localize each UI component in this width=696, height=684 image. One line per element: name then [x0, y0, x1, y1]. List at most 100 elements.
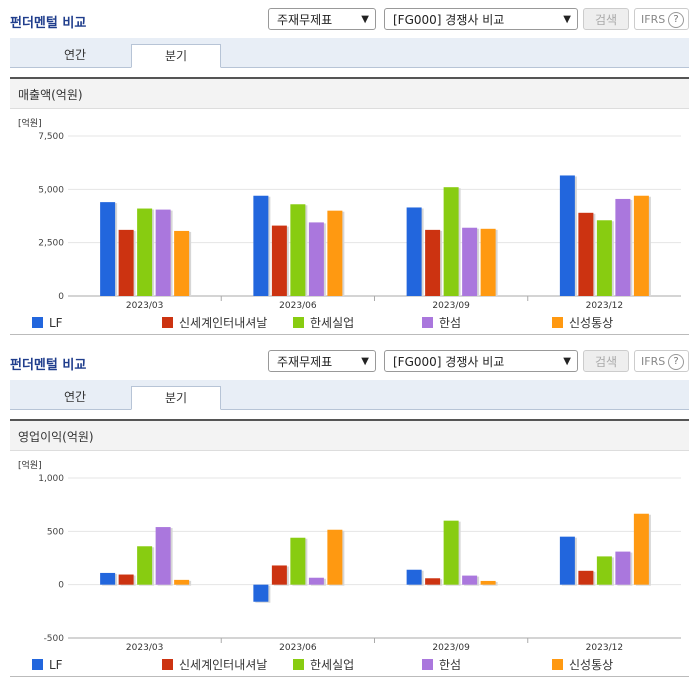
x-tick-label: 2023/12 — [586, 643, 623, 653]
legend-swatch — [422, 316, 433, 328]
statement-type-select[interactable]: 주재무제표 ▼ — [268, 8, 376, 30]
bar — [100, 572, 116, 585]
ifrs-help-button[interactable]: IFRS ? — [634, 8, 689, 30]
bar — [100, 202, 116, 296]
chevron-down-icon: ▼ — [563, 14, 571, 25]
bar — [155, 209, 171, 296]
chevron-down-icon: ▼ — [361, 356, 369, 367]
divider — [10, 676, 689, 677]
legend-item[interactable]: 신성통상 — [552, 313, 613, 333]
legend-item[interactable]: 한세실업 — [293, 313, 354, 333]
bar — [253, 195, 269, 296]
legend-item[interactable]: 한섬 — [422, 313, 461, 333]
comparison-group-value: [FG000] 경쟁사 비교 — [393, 355, 505, 369]
bar — [480, 580, 496, 585]
y-tick-label: 0 — [58, 581, 64, 591]
legend-label: 한섬 — [439, 316, 462, 330]
tab-annual[interactable]: 연간 — [63, 390, 87, 404]
legend-label: 신세계인터내셔날 — [179, 316, 268, 330]
legend-label: 한세실업 — [310, 658, 355, 672]
section-title: 펀더멘털 비교 — [10, 358, 87, 373]
comparison-group-select[interactable]: [FG000] 경쟁사 비교 ▼ — [384, 8, 578, 30]
bar — [155, 527, 171, 585]
divider — [10, 419, 689, 421]
legend-label: 신성통상 — [569, 316, 614, 330]
legend-item[interactable]: 신성통상 — [552, 655, 613, 675]
search-button[interactable]: 검색 — [583, 8, 629, 30]
bar — [615, 551, 631, 585]
x-tick-label: 2023/03 — [126, 643, 163, 653]
tab-annual[interactable]: 연간 — [63, 48, 87, 62]
bar — [443, 187, 459, 296]
chart-legend: LF 신세계인터내셔날 한세실업 한섬 신성통상 — [10, 655, 689, 675]
tab-quarterly[interactable]: 분기 — [131, 44, 221, 68]
bar — [443, 520, 459, 585]
statement-type-select[interactable]: 주재무제표 ▼ — [268, 350, 376, 372]
comparison-group-select[interactable]: [FG000] 경쟁사 비교 ▼ — [384, 350, 578, 372]
legend-item[interactable]: 신세계인터내셔날 — [162, 655, 267, 675]
bar — [578, 212, 594, 296]
legend-label: 신성통상 — [569, 658, 614, 672]
chart-subheader: 매출액(억원) — [10, 79, 689, 109]
y-tick-label: 2,500 — [38, 239, 64, 249]
bar — [480, 228, 496, 296]
y-tick-label: 7,500 — [38, 132, 64, 142]
revenue-chart: [억원] 0 2,500 5,000 7,500 2023/03 2023/06 2023/0… — [18, 117, 681, 311]
y-tick-label: 0 — [58, 292, 64, 302]
legend-label: 한세실업 — [310, 316, 355, 330]
bar — [559, 175, 575, 296]
comparison-group-value: [FG000] 경쟁사 비교 — [393, 13, 505, 27]
x-tick-label: 2023/09 — [432, 643, 470, 653]
bar — [118, 229, 134, 296]
search-button[interactable]: 검색 — [583, 350, 629, 372]
bar — [308, 222, 324, 296]
unit-label: [억원] — [18, 117, 42, 129]
bar — [253, 584, 269, 602]
unit-label: [억원] — [18, 459, 42, 471]
legend-label: LF — [49, 316, 63, 330]
x-tick-label: 2023/06 — [279, 643, 317, 653]
tab-quarterly[interactable]: 분기 — [131, 386, 221, 410]
section-header: 펀더멘털 비교 주재무제표 ▼ [FG000] 경쟁사 비교 ▼ 검색 IFRS… — [0, 342, 696, 380]
bar — [118, 574, 134, 585]
divider — [10, 77, 689, 79]
legend-item[interactable]: 신세계인터내셔날 — [162, 313, 267, 333]
x-tick-label: 2023/06 — [279, 301, 317, 311]
bar — [425, 229, 441, 296]
bar — [633, 513, 649, 585]
y-tick-label: -500 — [44, 634, 65, 644]
ifrs-label: IFRS — [641, 13, 666, 26]
fundamental-section-operating-profit: 펀더멘털 비교 주재무제표 ▼ [FG000] 경쟁사 비교 ▼ 검색 IFRS… — [0, 342, 696, 684]
bar — [174, 579, 190, 585]
x-tick-label: 2023/09 — [432, 301, 470, 311]
legend-item[interactable]: LF — [32, 313, 63, 333]
legend-label: 신세계인터내셔날 — [179, 658, 268, 672]
legend-label: 한섬 — [439, 658, 462, 672]
statement-type-value: 주재무제표 — [277, 355, 333, 369]
bar — [137, 546, 153, 585]
question-icon: ? — [668, 12, 684, 28]
section-header: 펀더멘털 비교 주재무제표 ▼ [FG000] 경쟁사 비교 ▼ 검색 IFRS… — [0, 0, 696, 38]
period-tabs: 연간 분기 — [10, 380, 689, 410]
legend-item[interactable]: LF — [32, 655, 63, 675]
y-tick-label: 5,000 — [38, 185, 64, 195]
y-tick-label: 1,000 — [38, 474, 64, 484]
legend-item[interactable]: 한섬 — [422, 655, 461, 675]
bar — [327, 210, 343, 296]
bar — [271, 225, 287, 296]
bar — [596, 556, 612, 585]
chart-legend: LF 신세계인터내셔날 한세실업 한섬 신성통상 — [10, 313, 689, 333]
legend-item[interactable]: 한세실업 — [293, 655, 354, 675]
legend-swatch — [162, 316, 173, 328]
x-tick-label: 2023/12 — [586, 301, 623, 311]
bar — [596, 220, 612, 296]
divider — [10, 334, 689, 335]
bar — [559, 536, 575, 585]
bar — [327, 529, 343, 585]
ifrs-help-button[interactable]: IFRS ? — [634, 350, 689, 372]
legend-swatch — [422, 658, 433, 670]
legend-label: LF — [49, 658, 63, 672]
chart-subheader: 영업이익(억원) — [10, 421, 689, 451]
chevron-down-icon: ▼ — [563, 356, 571, 367]
bar — [462, 227, 478, 296]
